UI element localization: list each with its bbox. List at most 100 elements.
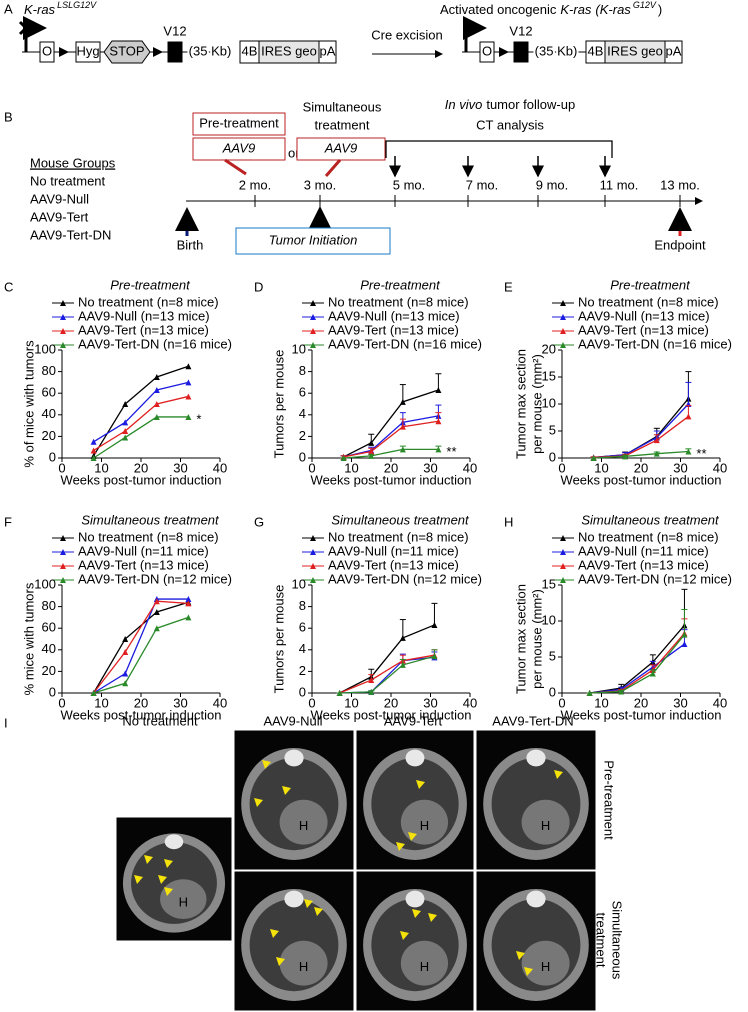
element-label: O <box>42 43 52 58</box>
data-point <box>431 653 438 660</box>
legend-label: AAV9-Tert-DN (n=12 mice) <box>328 571 482 586</box>
chart-title: Pre-treatment <box>360 277 441 292</box>
x-tick-label: 30 <box>673 460 687 475</box>
series-line <box>343 389 439 458</box>
mutation-label: V12 <box>163 23 186 38</box>
data-point <box>399 634 406 641</box>
data-point <box>435 386 442 393</box>
legend-label: No treatment (n=8 mice) <box>578 294 719 309</box>
x-tick-label: 20 <box>384 695 398 710</box>
row-label: Pre-treatment <box>602 760 617 840</box>
data-point <box>618 688 625 695</box>
error-bar <box>681 608 688 635</box>
legend-label: AAV9-Tert-DN (n=12 mice) <box>78 571 232 586</box>
y-tick-label: 80 <box>42 363 56 378</box>
ct-heart <box>521 799 570 845</box>
data-point <box>122 648 129 655</box>
y-tick-label: 4 <box>299 641 306 656</box>
tumor-arrow <box>282 786 291 795</box>
gap-label: (35 Kb) <box>189 43 232 58</box>
ct-image: H <box>115 816 233 942</box>
y-tick-label: 5 <box>549 648 556 663</box>
loxp-site <box>499 47 509 57</box>
ct-heart <box>521 940 570 986</box>
chart-title: Simultaneous treatment <box>331 512 470 527</box>
data-point <box>590 455 597 461</box>
data-point <box>122 434 129 441</box>
exon-box <box>513 41 529 63</box>
x-tick-label: 0 <box>308 460 315 475</box>
y-tick-label: 100 <box>34 341 56 356</box>
treatment-label: treatment <box>315 117 370 132</box>
y-tick-label: 20 <box>542 341 556 356</box>
x-tick-label: 10 <box>594 695 608 710</box>
tumor-arrow <box>164 887 173 896</box>
data-point <box>431 621 438 628</box>
error-bar <box>399 619 406 638</box>
gap-label: (35 Kb) <box>535 43 578 58</box>
y-tick-label: 6 <box>299 385 306 400</box>
panel-label: A <box>4 1 13 16</box>
legend-label: AAV9-Tert-DN (n=12 mice) <box>578 571 732 586</box>
element-label: O <box>482 43 492 58</box>
y-tick-label: 2 <box>299 663 306 678</box>
series-line <box>339 654 435 694</box>
y-axis-label: Tumor max section <box>513 584 528 694</box>
group-label: AAV9-Null <box>30 191 89 206</box>
ct-heart <box>400 940 449 986</box>
data-point <box>336 690 343 696</box>
heart-label: H <box>541 818 550 833</box>
legend-marker <box>560 314 566 320</box>
data-point <box>685 448 692 455</box>
heart-label: H <box>299 959 308 974</box>
legend-marker <box>310 342 316 348</box>
y-tick-label: 2 <box>299 428 306 443</box>
y-tick-label: 0 <box>549 449 556 464</box>
y-tick-label: 20 <box>42 663 56 678</box>
series-line <box>93 365 189 457</box>
x-axis-label: Weeks post-tumor induction <box>561 472 722 487</box>
legend-label: AAV9-Null (n=11 mice) <box>578 543 709 558</box>
data-point <box>681 631 688 638</box>
series-line <box>589 643 685 694</box>
data-point <box>399 398 406 405</box>
data-point <box>90 690 97 696</box>
y-tick-label: 0 <box>299 449 306 464</box>
data-point <box>399 423 406 430</box>
legend-marker <box>310 328 316 334</box>
significance-label: * <box>196 411 201 426</box>
result-text: ) <box>658 2 662 17</box>
y-tick-label: 15 <box>542 368 556 383</box>
data-point <box>153 625 160 632</box>
ct-spine <box>405 749 425 767</box>
column-label: AAV9-Tert <box>384 713 443 728</box>
data-point <box>153 374 160 380</box>
legend-marker <box>310 577 316 583</box>
legend-marker <box>560 535 566 541</box>
series-line <box>593 450 689 459</box>
ct-spine <box>526 749 546 767</box>
chart-title: Pre-treatment <box>610 277 691 292</box>
significance-label: ** <box>446 444 456 459</box>
panel-label: B <box>4 109 13 124</box>
y-tick-label: 60 <box>42 620 56 635</box>
data-point <box>685 413 692 420</box>
legend-label: No treatment (n=8 mice) <box>328 529 469 544</box>
result-text: Activated oncogenic <box>440 2 557 17</box>
x-tick-label: 30 <box>173 460 187 475</box>
promoter-arrow <box>463 16 487 52</box>
y-tick-label: 100 <box>34 576 56 591</box>
data-point <box>368 452 375 459</box>
cross <box>18 20 34 36</box>
legend-label: AAV9-Tert (n=13 mice) <box>328 557 459 572</box>
treatment-label: Pre-treatment <box>199 115 279 130</box>
data-point <box>649 670 656 677</box>
data-point <box>435 446 442 453</box>
data-point <box>586 690 593 696</box>
y-tick-label: 5 <box>549 422 556 437</box>
data-point <box>399 446 406 453</box>
ct-image: H <box>233 729 355 871</box>
legend-marker <box>310 300 316 306</box>
x-tick-label: 30 <box>673 695 687 710</box>
legend-label: No treatment (n=8 mice) <box>78 294 219 309</box>
